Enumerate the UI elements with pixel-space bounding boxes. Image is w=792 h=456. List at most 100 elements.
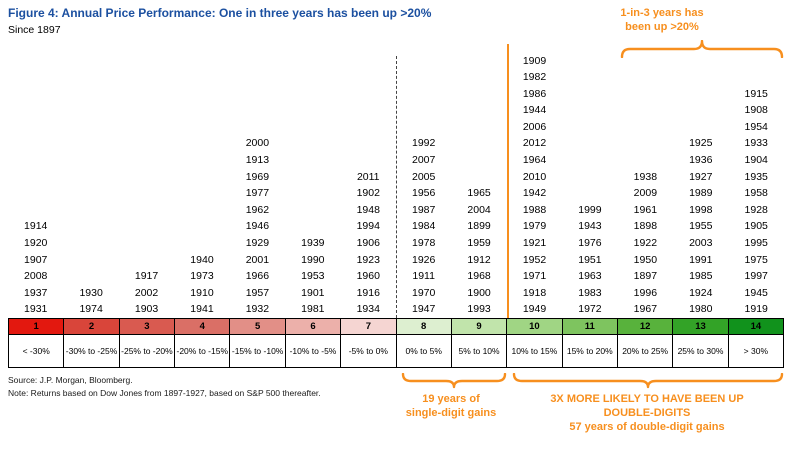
- year-label: 1972: [578, 303, 602, 316]
- year-label: 1902: [356, 187, 380, 200]
- bucket-number-9: 9: [451, 318, 508, 335]
- year-label: 1937: [24, 286, 48, 299]
- year-label: 1980: [689, 303, 713, 316]
- year-label: 1928: [744, 203, 768, 216]
- year-label: 2008: [24, 270, 48, 283]
- bucket-range-4: -20% to -15%: [175, 335, 231, 368]
- year-label: 1999: [578, 203, 602, 216]
- annotation-top-right: 1-in-3 years has been up >20%: [562, 6, 762, 34]
- figure-subtitle: Since 1897: [8, 24, 61, 36]
- annotation-top-right-line2: been up >20%: [625, 21, 699, 33]
- year-label: 1909: [522, 54, 547, 67]
- year-label: 1988: [522, 203, 547, 216]
- year-label: 2010: [522, 170, 547, 183]
- year-label: 1997: [744, 270, 768, 283]
- year-label: 1935: [744, 170, 768, 183]
- year-label: 1897: [633, 270, 658, 283]
- year-label: 1932: [245, 303, 270, 316]
- year-column-2: 1930 1974: [63, 50, 118, 318]
- year-label: 1917: [134, 270, 159, 283]
- bucket-range-9: 5% to 10%: [451, 335, 508, 368]
- year-label: 1925: [689, 137, 713, 150]
- bucket-number-13: 13: [673, 318, 729, 335]
- year-label: 1907: [24, 253, 48, 266]
- single-digit-curly-brace-icon: [401, 373, 507, 389]
- year-column-13: 1925 1936 1927 1989 1998 1955 2003 1991 1985 1924…: [673, 50, 728, 318]
- year-label: 1990: [301, 253, 325, 266]
- bucket-number-2: 2: [64, 318, 120, 335]
- bucket-number-8: 8: [396, 318, 452, 335]
- annotation-single-digit: 19 years of single-digit gains: [376, 392, 526, 420]
- year-label: 1904: [744, 154, 768, 167]
- year-label: 1969: [245, 170, 270, 183]
- year-label: 1944: [522, 104, 547, 117]
- year-label: 1920: [24, 237, 48, 250]
- bucket-number-6: 6: [285, 318, 342, 335]
- year-label: 1981: [301, 303, 325, 316]
- year-label: 2003: [689, 237, 713, 250]
- top-curly-brace-icon: [620, 40, 784, 58]
- year-label: 1926: [411, 253, 436, 266]
- year-label: 1967: [633, 303, 658, 316]
- year-label: 1979: [522, 220, 547, 233]
- year-column-12: 1938 2009 1961 1898 1922 1950 1897 1996 1967: [618, 50, 673, 318]
- bucket-range-2: -30% to -25%: [64, 335, 120, 368]
- source-text: Source: J.P. Morgan, Bloomberg.: [8, 375, 133, 385]
- year-label: 1948: [356, 203, 380, 216]
- bucket-range-6: -10% to -5%: [285, 335, 342, 368]
- year-column-14: 1915 1908 1954 1933 1904 1935 1958 1928 1905 1995…: [728, 50, 783, 318]
- bucket-range-1: < -30%: [8, 335, 65, 368]
- bucket-number-10: 10: [507, 318, 563, 335]
- year-label: 1971: [522, 270, 547, 283]
- year-label: 2009: [633, 187, 658, 200]
- annotation-single-digit-line1: 19 years of: [422, 393, 480, 405]
- year-column-4: 1940 1973 1910 1941: [174, 50, 229, 318]
- year-label: 1955: [689, 220, 713, 233]
- year-label: 1913: [245, 154, 270, 167]
- year-label: 1949: [522, 303, 547, 316]
- year-label: 1960: [356, 270, 380, 283]
- year-label: 1905: [744, 220, 768, 233]
- year-column-1: 1914 1920 1907 2008 1937 1931: [8, 50, 63, 318]
- bucket-range-13: 25% to 30%: [673, 335, 729, 368]
- year-label: 1986: [522, 87, 547, 100]
- year-label: 1964: [522, 154, 547, 167]
- year-label: 1978: [411, 237, 436, 250]
- year-label: 2011: [356, 170, 380, 183]
- bucket-number-4: 4: [175, 318, 231, 335]
- figure-title: Figure 4: Annual Price Performance: One …: [8, 6, 432, 20]
- annotation-double-digit-line3: 57 years of double-digit gains: [569, 421, 725, 433]
- year-label: 1994: [356, 220, 380, 233]
- year-label: 1959: [467, 237, 491, 250]
- year-label: 1922: [633, 237, 658, 250]
- year-label: 1940: [190, 253, 214, 266]
- year-label: 1995: [744, 237, 768, 250]
- year-label: 1912: [467, 253, 491, 266]
- year-column-7: 2011 1902 1948 1994 1906 1923 1960 1916 1934: [341, 50, 396, 318]
- year-label: 2005: [411, 170, 436, 183]
- year-label: 1966: [245, 270, 270, 283]
- year-label: 2006: [522, 120, 547, 133]
- bucket-range-3: -25% to -20%: [119, 335, 176, 368]
- year-label: 1931: [24, 303, 48, 316]
- note-text: Note: Returns based on Dow Jones from 18…: [8, 388, 321, 398]
- year-label: 1965: [467, 187, 491, 200]
- year-column-5: 2000 1913 1969 1977 1962 1946 1929 2001 1966 1957…: [230, 50, 285, 318]
- year-label: 1956: [411, 187, 436, 200]
- year-label: 1962: [245, 203, 270, 216]
- year-label: 1910: [190, 286, 214, 299]
- bucket-number-7: 7: [341, 318, 397, 335]
- year-label: 1985: [689, 270, 713, 283]
- bucket-range-11: 15% to 20%: [562, 335, 618, 368]
- year-label: 2001: [245, 253, 270, 266]
- year-label: 1946: [245, 220, 270, 233]
- year-label: 2004: [467, 203, 491, 216]
- bucket-number-1: 1: [8, 318, 65, 335]
- year-label: 1970: [411, 286, 436, 299]
- year-label: 2012: [522, 137, 547, 150]
- year-label: 1923: [356, 253, 380, 266]
- year-label: 1982: [522, 71, 547, 84]
- year-label: 1992: [411, 137, 436, 150]
- year-label: 1947: [411, 303, 436, 316]
- year-column-11: 1999 1943 1976 1951 1963 1983 1972: [562, 50, 617, 318]
